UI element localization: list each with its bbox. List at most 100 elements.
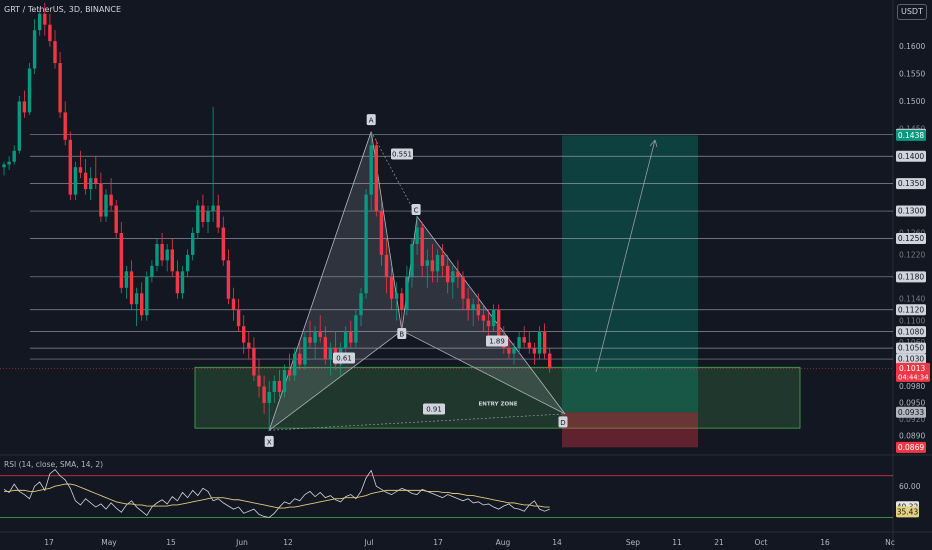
rsi-tick: 60.00: [899, 482, 921, 491]
candle-26: [134, 287, 139, 327]
level-tag-1-text: 0.1400: [898, 152, 924, 161]
position-target-area: [562, 135, 698, 413]
candle-34: [175, 260, 180, 299]
candle-59: [303, 331, 307, 371]
candle-67: [344, 326, 348, 354]
target-price-tag: 0.1438: [896, 129, 926, 141]
level-tag-7: 0.1080: [896, 326, 926, 338]
entry-price-tag-text: 0.0933: [898, 408, 924, 417]
candle-44: [226, 249, 231, 305]
candle-77: [395, 282, 399, 321]
candle-58: [298, 342, 302, 371]
candle-39: [201, 194, 205, 228]
time-label-14: Nc: [885, 538, 895, 547]
level-tag-9-text: 0.1030: [898, 355, 924, 364]
candle-3: [17, 95, 21, 154]
candle-37: [191, 227, 195, 261]
rsi-indicator-label: RSI (14, close, SMA, 14, 2): [4, 460, 104, 469]
rsi-sma-tag: 35.43: [896, 506, 919, 518]
projection-arrow: [595, 139, 656, 373]
pattern-point-x: X: [264, 435, 274, 447]
candle-83: [425, 249, 429, 288]
time-label-0: 17: [44, 538, 54, 547]
candle-48: [247, 331, 251, 360]
candle-36: [185, 249, 190, 277]
candle-87: [446, 254, 450, 294]
price-tick-hidden-2: 0.1220: [899, 251, 925, 260]
level-tag-7-text: 0.1080: [898, 327, 924, 336]
candle-103: [527, 331, 531, 354]
candle-2: [12, 145, 16, 165]
pattern-ratio-text: 0.551: [392, 151, 412, 159]
candle-101: [517, 331, 521, 354]
candle-23: [119, 222, 123, 294]
candle-6: [32, 19, 37, 75]
candle-64: [328, 342, 333, 376]
candle-84: [430, 243, 435, 283]
pattern-point-label: X: [267, 438, 272, 446]
price-tick-hidden-4: 0.1100: [899, 316, 925, 325]
candle-1: [7, 156, 11, 170]
candle-25: [129, 260, 134, 310]
target-price-tag-text: 0.1438: [898, 131, 924, 140]
candle-20: [104, 189, 108, 223]
pattern-ratio-0: 0.551: [391, 148, 413, 160]
candle-19: [99, 172, 103, 223]
entry-zone: [194, 366, 801, 429]
level-tag-4-text: 0.1250: [898, 234, 924, 243]
level-tag-2-text: 0.1350: [898, 179, 924, 188]
candle-89: [456, 260, 460, 288]
candle-70: [359, 287, 363, 327]
time-label-2: 15: [166, 538, 176, 547]
price-tick-hidden-3: 0.1140: [899, 294, 925, 303]
candle-61: [313, 326, 317, 360]
candle-24: [124, 265, 129, 299]
rsi-line: [3, 468, 550, 518]
candle-28: [145, 271, 149, 321]
candle-21: [109, 178, 113, 212]
candle-45: [231, 287, 236, 321]
position-stop-area: [562, 412, 698, 448]
level-tag-5: 0.1180: [896, 271, 926, 283]
candle-107: [548, 348, 552, 373]
candle-95: [486, 309, 491, 338]
candle-105: [537, 326, 542, 360]
candle-50: [257, 359, 261, 398]
candle-80: [410, 238, 414, 288]
candle-0: [2, 161, 6, 176]
time-label-13: 16: [820, 538, 830, 547]
candle-69: [354, 309, 358, 349]
candle-35: [180, 265, 185, 299]
level-tag-3: 0.1300: [896, 205, 926, 217]
candle-75: [384, 238, 389, 294]
rsi-sma-text: 35.43: [897, 507, 919, 516]
candle-14: [73, 161, 78, 201]
candle-18: [94, 156, 98, 190]
candle-52: [267, 380, 271, 431]
time-label-3: Jun: [235, 538, 248, 547]
price-tick-hidden-6: 0.0920: [899, 415, 925, 424]
candle-82: [420, 222, 424, 277]
candle-104: [532, 342, 537, 365]
candle-76: [389, 265, 394, 310]
candle-74: [379, 200, 384, 266]
stop-price-tag-text: 0.0869: [898, 443, 924, 452]
candle-79: [405, 265, 409, 316]
currency-button[interactable]: USDT: [897, 4, 927, 20]
level-tag-6-text: 0.1120: [898, 305, 924, 314]
candle-13: [68, 131, 72, 201]
current-price-countdown: 04:44:34: [898, 373, 929, 381]
entry-zone-label: ENTRY ZONE: [479, 401, 518, 407]
level-tag-6: 0.1120: [896, 304, 926, 316]
pattern-ratio-text: 0.91: [426, 406, 442, 414]
candle-68: [349, 320, 353, 349]
price-tick-0: 0.1600: [899, 42, 925, 51]
candle-62: [318, 315, 322, 343]
candle-40: [206, 205, 210, 233]
time-label-11: 21: [714, 538, 724, 547]
candle-72: [369, 131, 373, 212]
price-tick-1: 0.1550: [899, 70, 925, 79]
pattern-ratio-line-ac: [370, 131, 418, 217]
